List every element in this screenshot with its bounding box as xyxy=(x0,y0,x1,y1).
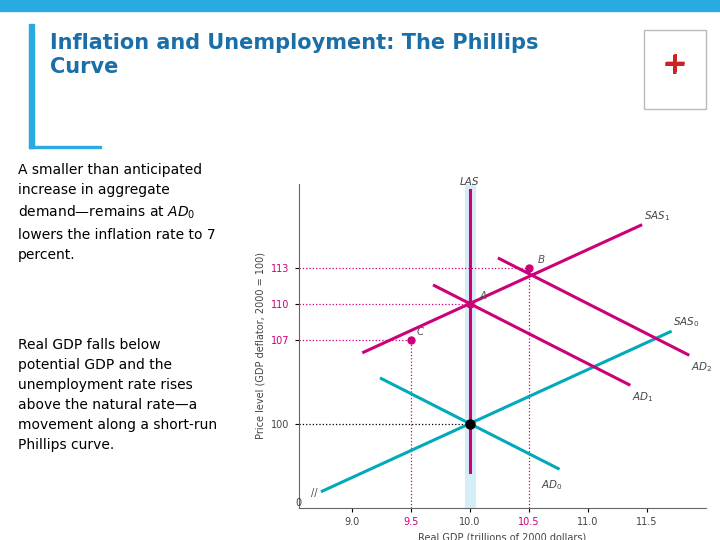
Text: $AD_0$: $AD_0$ xyxy=(541,478,562,492)
Bar xyxy=(29,24,34,148)
Text: 0: 0 xyxy=(295,497,301,508)
Text: +: + xyxy=(662,51,688,79)
Text: B: B xyxy=(538,255,545,265)
Text: $SAS_1$: $SAS_1$ xyxy=(644,209,670,223)
Text: A smaller than anticipated
increase in aggregate
demand—remains at $AD_0$
lowers: A smaller than anticipated increase in a… xyxy=(18,163,216,261)
Text: $AD_1$: $AD_1$ xyxy=(632,390,654,404)
Text: Real GDP falls below
potential GDP and the
unemployment rate rises
above the nat: Real GDP falls below potential GDP and t… xyxy=(18,338,217,452)
Y-axis label: Price level (GDP deflator, 2000 = 100): Price level (GDP deflator, 2000 = 100) xyxy=(256,252,266,439)
Text: //: // xyxy=(311,488,318,498)
Bar xyxy=(644,30,706,109)
Text: LAS: LAS xyxy=(460,177,480,187)
Bar xyxy=(29,146,101,148)
Text: A: A xyxy=(480,291,486,301)
Text: $AD_2$: $AD_2$ xyxy=(691,361,713,374)
Text: $SAS_0$: $SAS_0$ xyxy=(672,315,699,329)
Text: Inflation and Unemployment: The Phillips
Curve: Inflation and Unemployment: The Phillips… xyxy=(50,33,539,77)
Text: C: C xyxy=(417,327,424,337)
Bar xyxy=(0,0,720,11)
Text: ✛: ✛ xyxy=(664,53,685,77)
X-axis label: Real GDP (trillions of 2000 dollars): Real GDP (trillions of 2000 dollars) xyxy=(418,532,586,540)
